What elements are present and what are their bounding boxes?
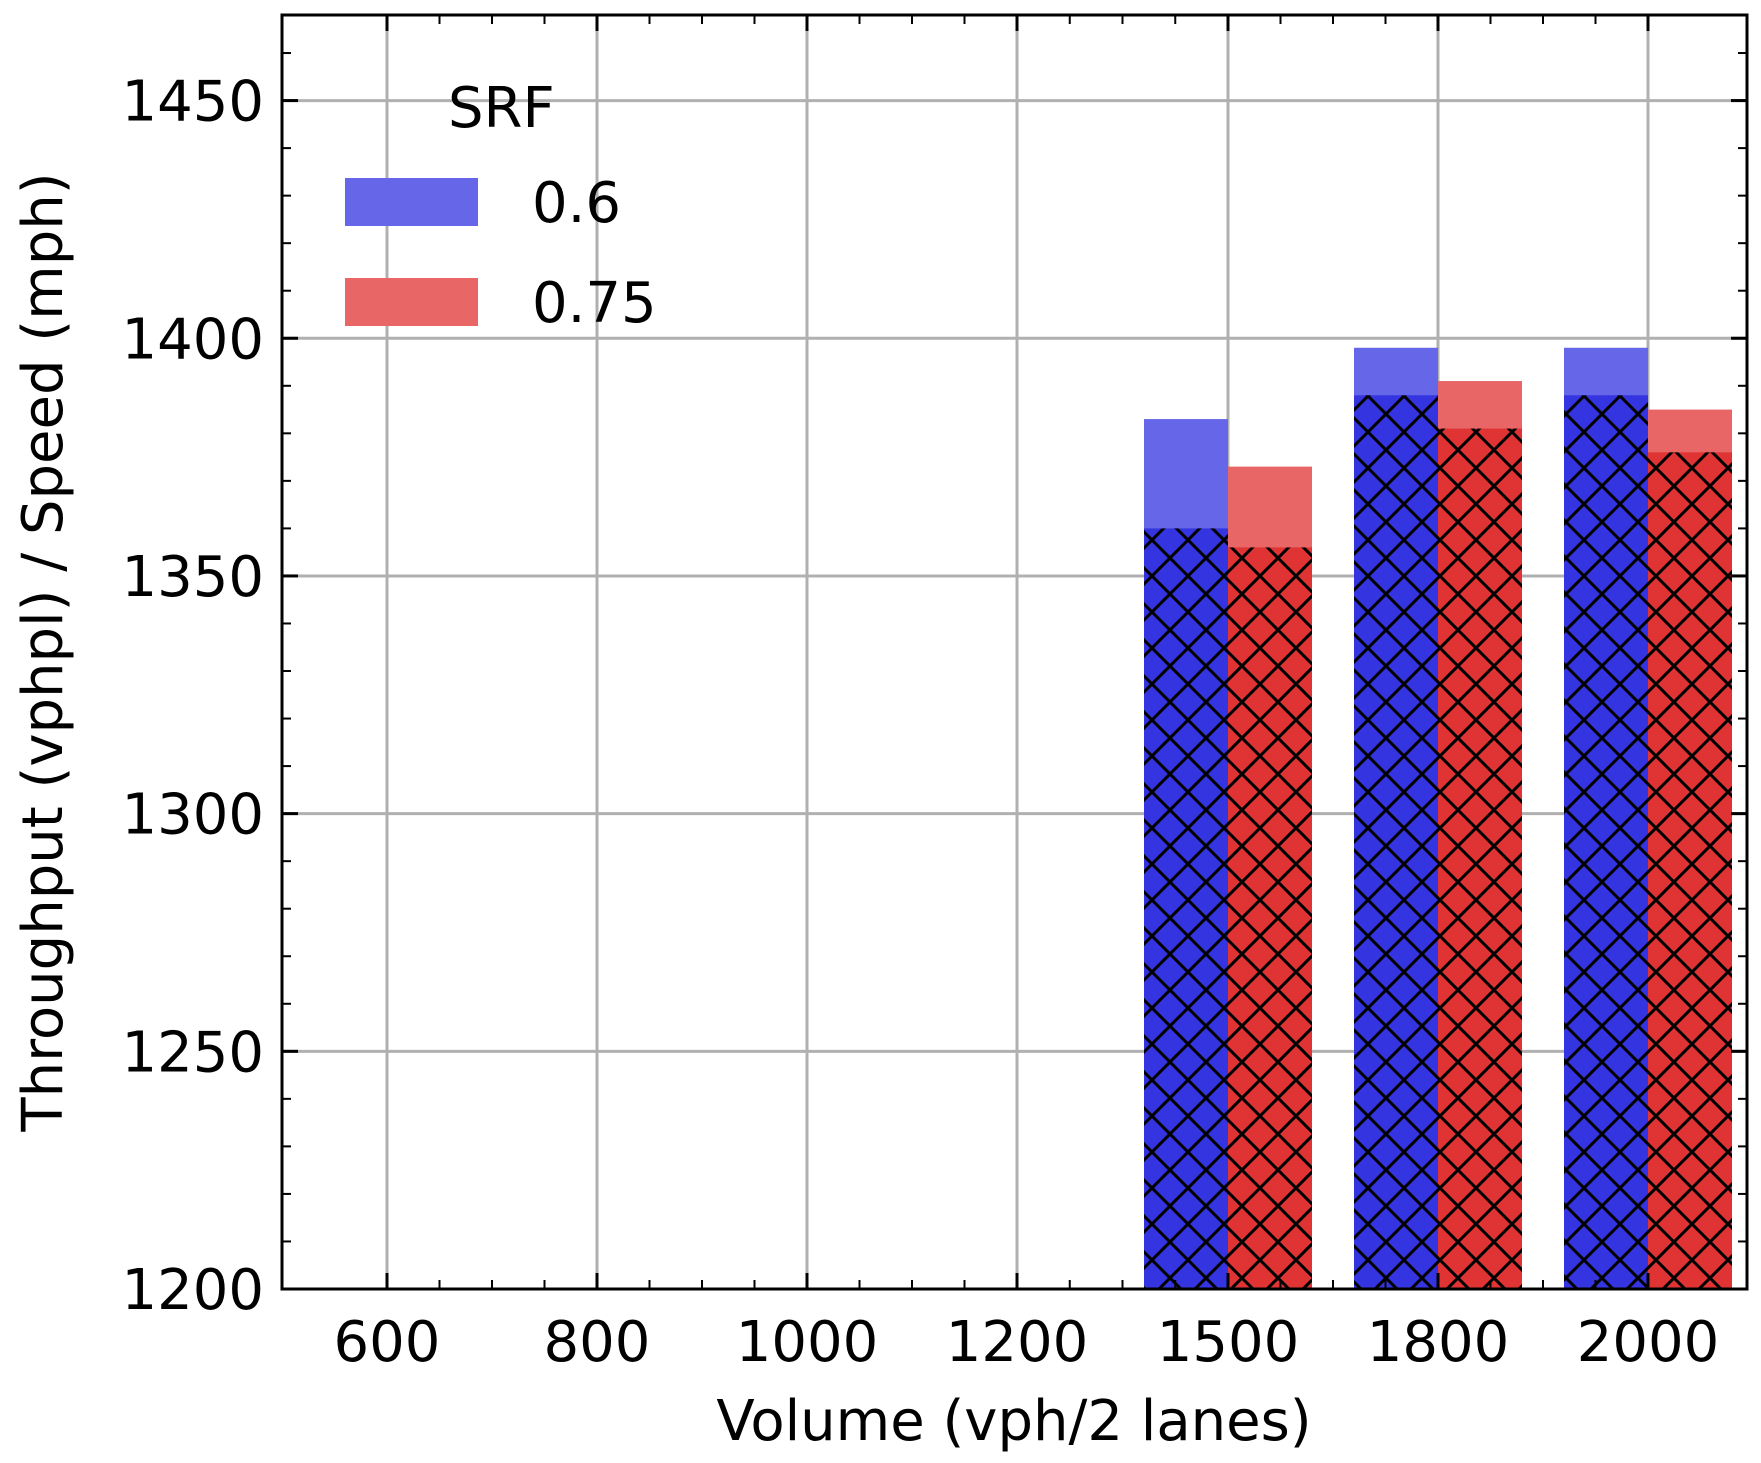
y-tick-label: 1300 — [121, 783, 264, 848]
legend-swatch-0.6 — [345, 178, 478, 226]
y-axis-label: Throughput (vphpl) / Speed (mph) — [11, 172, 76, 1132]
legend-swatch-0.75 — [345, 278, 478, 326]
ticks: 600 800 1000 1200 1500 1800 2000 1200 1250 1300 13… — [121, 15, 1747, 1375]
y-tick-label: 1250 — [121, 1020, 264, 1085]
legend-title: SRF — [448, 76, 555, 141]
bars — [1144, 347, 1732, 1290]
y-tick-label: 1350 — [121, 545, 264, 610]
bar-0.6-hatch — [1144, 528, 1228, 1289]
y-tick-label: 1200 — [121, 1258, 264, 1323]
y-tick-label: 1400 — [121, 307, 264, 372]
bar-0.6-hatch — [1354, 395, 1438, 1290]
bar-0.75-hatch — [1648, 452, 1732, 1290]
bar-0.6-hatch — [1564, 395, 1648, 1290]
x-axis-label: Volume (vph/2 lanes) — [716, 1389, 1311, 1454]
bar-0.75-hatch — [1228, 547, 1312, 1289]
legend: SRF 0.6 0.75 — [345, 76, 657, 336]
legend-label-0.75: 0.75 — [532, 271, 657, 336]
y-tick-label: 1450 — [121, 70, 264, 135]
x-tick-label: 800 — [544, 1310, 651, 1375]
x-tick-label: 1800 — [1367, 1310, 1510, 1375]
x-tick-label: 1500 — [1157, 1310, 1300, 1375]
x-tick-label: 600 — [334, 1310, 441, 1375]
bar-0.75-hatch — [1438, 428, 1522, 1290]
plot-frame — [280, 13, 1749, 1291]
grid — [282, 15, 1747, 1291]
legend-label-0.6: 0.6 — [532, 171, 621, 236]
x-tick-label: 1200 — [946, 1310, 1089, 1375]
x-tick-label: 2000 — [1577, 1310, 1720, 1375]
x-tick-label: 1000 — [736, 1310, 879, 1375]
